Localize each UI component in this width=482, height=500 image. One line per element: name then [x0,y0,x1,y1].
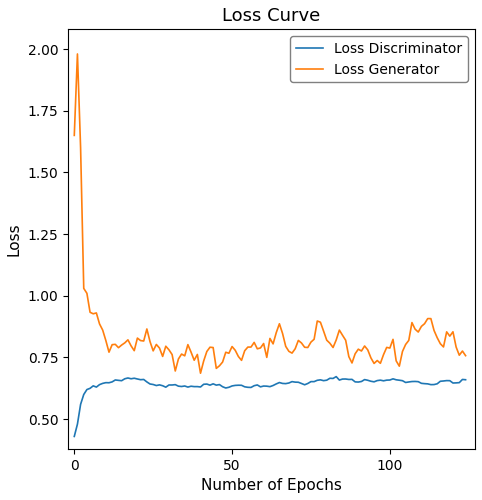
Loss Discriminator [334,374,339,380]
Loss Generator [175,356,181,362]
Loss Generator [166,347,172,353]
Loss Discriminator [314,378,320,384]
Loss Generator [75,51,80,57]
Loss Generator [406,338,412,344]
Loss Discriminator [163,384,169,390]
Loss Discriminator [173,382,178,388]
Loss Discriminator [403,380,409,386]
Line: Loss Discriminator: Loss Discriminator [74,376,466,436]
Loss Generator [415,329,421,335]
Legend: Loss Discriminator, Loss Generator: Loss Discriminator, Loss Generator [290,36,468,82]
Loss Generator [198,370,203,376]
Loss Generator [71,132,77,138]
Loss Discriminator [441,378,446,384]
Loss Generator [463,352,469,358]
Loss Generator [444,329,450,335]
Loss Discriminator [463,376,469,382]
Loss Discriminator [412,378,418,384]
Y-axis label: Loss: Loss [7,222,22,256]
Loss Discriminator [71,434,77,440]
Line: Loss Generator: Loss Generator [74,54,466,373]
Title: Loss Curve: Loss Curve [222,7,321,25]
X-axis label: Number of Epochs: Number of Epochs [201,478,342,493]
Loss Generator [321,328,326,334]
